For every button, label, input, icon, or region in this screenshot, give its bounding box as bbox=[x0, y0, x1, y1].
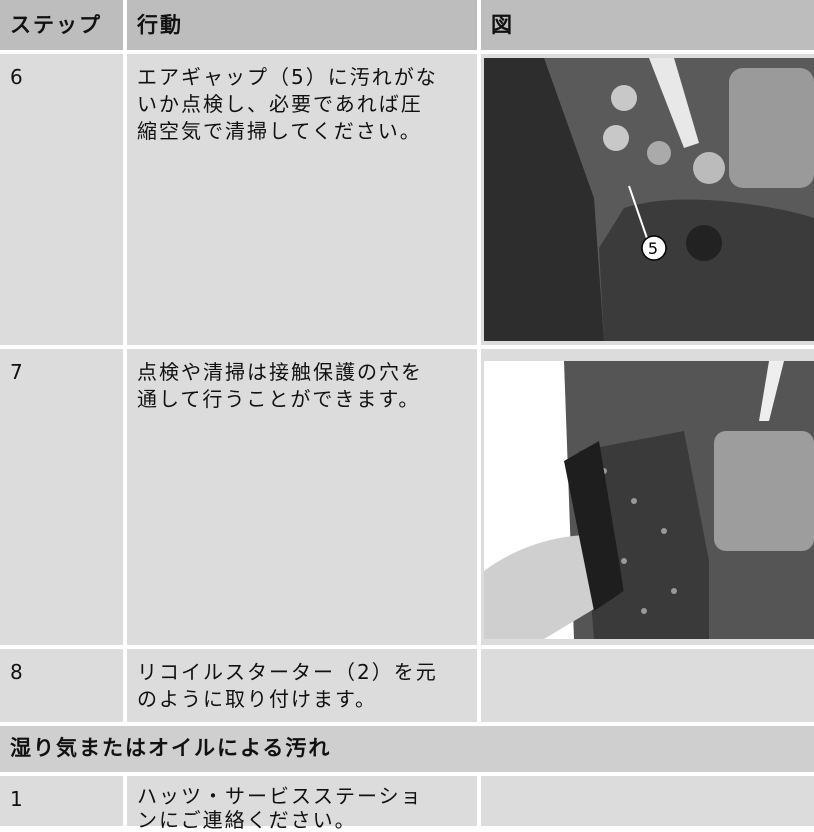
step-cell: 7 bbox=[0, 349, 123, 645]
figure-cell bbox=[481, 349, 814, 645]
action-text: 縮空気で清掃してください。 bbox=[137, 119, 422, 143]
step-cell: 8 bbox=[0, 649, 123, 722]
figure-cell: 5 bbox=[481, 54, 814, 345]
action-text: 点検や清掃は接触保護の穴を bbox=[137, 360, 423, 384]
callout-label: 5 bbox=[648, 239, 660, 258]
action-cell: エアギャップ（5）に汚れがな いか点検し、必要であれば圧 縮空気で清掃してください。 bbox=[127, 54, 477, 345]
action-cell: リコイルスターター（2）を元 のように取り付けます。 bbox=[127, 649, 477, 722]
action-text: いか点検し、必要であれば圧 bbox=[137, 92, 423, 116]
section-title: 湿り気またはオイルによる汚れ bbox=[0, 726, 814, 772]
step-cell: 6 bbox=[0, 54, 123, 345]
action-text: ンにご連絡ください。 bbox=[137, 808, 357, 832]
header-figure: 図 bbox=[481, 0, 814, 50]
action-text: ハッツ・サービスステーショ bbox=[137, 784, 423, 808]
action-text: エアギャップ（5）に汚れがな bbox=[137, 65, 438, 89]
header-action: 行動 bbox=[127, 0, 477, 50]
figure-image: 5 bbox=[484, 58, 814, 341]
figure-cell bbox=[481, 776, 814, 826]
action-cell: 点検や清掃は接触保護の穴を 通して行うことができます。 bbox=[127, 349, 477, 645]
figure-image bbox=[484, 361, 814, 639]
action-text: のように取り付けます。 bbox=[137, 687, 377, 711]
action-text: リコイルスターター（2）を元 bbox=[137, 660, 438, 684]
step-cell: 1 bbox=[0, 776, 123, 826]
action-text: 通して行うことができます。 bbox=[137, 387, 421, 411]
figure-cell bbox=[481, 649, 814, 722]
header-step: ステップ bbox=[0, 0, 123, 50]
action-cell: ハッツ・サービスステーショ ンにご連絡ください。 bbox=[127, 776, 477, 832]
